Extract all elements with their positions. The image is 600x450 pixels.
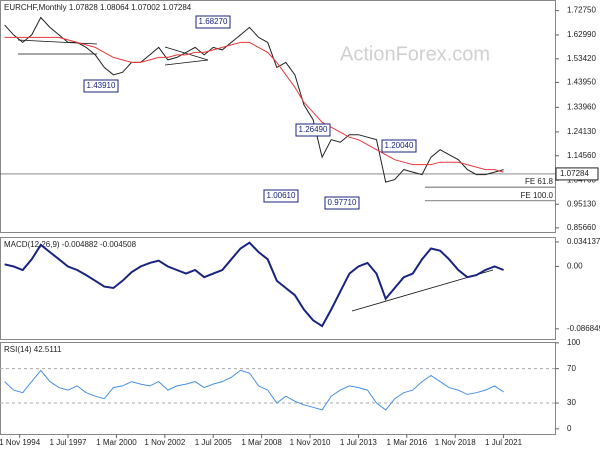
annotation: 1.26490	[299, 125, 328, 134]
y-tick-label: 0.00	[567, 262, 583, 271]
trendline	[164, 59, 209, 66]
y-tick-label: 0.85660	[567, 223, 596, 232]
watermark: ActionForex.com	[340, 43, 490, 65]
annotation: 1.00610	[267, 191, 296, 200]
y-tick-label: 1.14560	[567, 151, 596, 160]
y-tick-label: 1.62990	[567, 30, 596, 39]
annotation: 1.68270	[199, 17, 228, 26]
y-tick-label: 1.24130	[567, 127, 596, 136]
y-tick-label: 70	[567, 364, 576, 373]
y-tick-label: 0.034137	[567, 237, 600, 246]
annotation: 0.97710	[328, 198, 357, 207]
x-tick-label: 1 Mar 2016	[387, 438, 428, 447]
y-tick-label: -0.086849	[567, 324, 600, 333]
annotation-box	[195, 15, 231, 29]
fe-label: FE 61.8	[525, 177, 554, 186]
annotation: 1.43910	[87, 81, 116, 90]
y-tick-label: 1.33960	[567, 102, 596, 111]
panel-title: EURCHF,Monthly 1.07828 1.08064 1.07002 1…	[4, 3, 192, 12]
x-tick-label: 1 Jul 2005	[195, 438, 232, 447]
y-tick-label: 1.53420	[567, 54, 596, 63]
x-tick-label: 1 Nov 1994	[0, 438, 41, 447]
x-tick-label: 1 Mar 2000	[96, 438, 137, 447]
series-line	[4, 16, 504, 183]
y-tick-label: 30	[567, 398, 576, 407]
macd-panel	[0, 237, 556, 340]
annotation-box	[381, 139, 417, 153]
x-tick-label: 1 Jul 1997	[50, 438, 87, 447]
annotation-box	[295, 123, 331, 137]
last-price-label: 1.07284	[560, 169, 589, 178]
fe-label: FE 100.0	[521, 191, 554, 200]
series-line	[4, 241, 504, 328]
y-tick-label: 1.43950	[567, 78, 596, 87]
trendline	[17, 39, 98, 45]
x-tick-label: 1 Jul 2013	[340, 438, 377, 447]
series-line	[4, 369, 504, 411]
x-tick-label: 1 Mar 2008	[241, 438, 282, 447]
y-tick-label: 0	[567, 424, 572, 433]
x-tick-label: 1 Nov 2018	[435, 438, 476, 447]
panel-title: RSI(14) 42.5111	[4, 345, 62, 354]
y-tick-label: 100	[567, 338, 581, 347]
annotation-box	[83, 79, 119, 93]
annotation: 1.20040	[385, 141, 414, 150]
rsi-panel	[0, 342, 556, 435]
annotation-box	[324, 196, 360, 210]
x-tick-label: 1 Nov 2002	[144, 438, 185, 447]
x-tick-label: 1 Jul 2021	[485, 438, 522, 447]
annotation-box	[263, 189, 299, 203]
panel-title: MACD(12,26,9) -0.004882 -0.004508	[4, 240, 137, 249]
series-line	[4, 36, 504, 173]
y-tick-label: 1.72750	[567, 6, 596, 15]
last-price-box	[555, 167, 599, 181]
y-tick-label: 0.95130	[567, 199, 596, 208]
trendline	[164, 46, 209, 61]
x-tick-label: 1 Nov 2010	[290, 438, 331, 447]
